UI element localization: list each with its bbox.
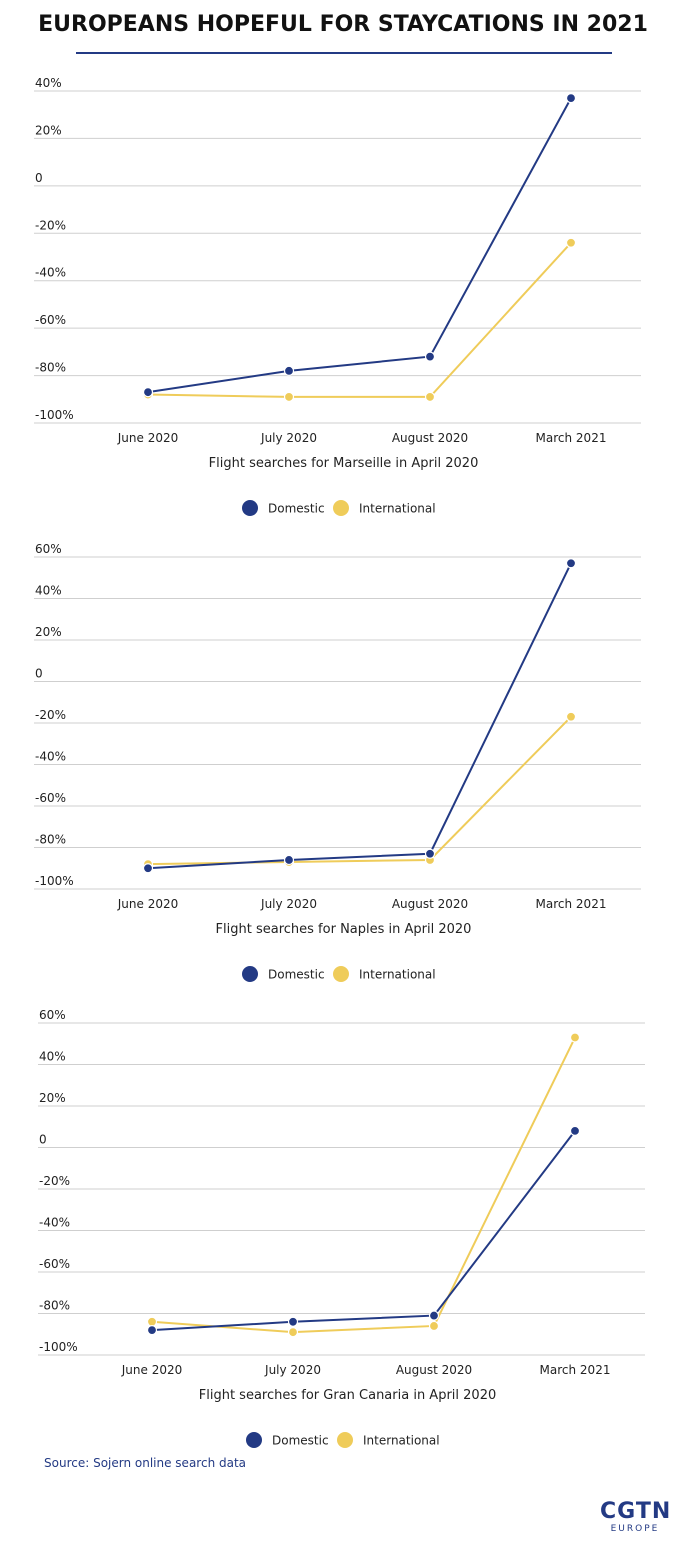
data-point-domestic [565, 558, 577, 569]
x-tick-label: August 2020 [392, 431, 468, 445]
series-line-international [147, 716, 572, 866]
series-line-domestic [147, 562, 572, 870]
data-point-domestic [142, 863, 154, 874]
y-tick-label: -80% [35, 361, 66, 375]
legend-label: Domestic [268, 968, 325, 982]
x-tick-label: March 2021 [536, 431, 607, 445]
series-line-international [151, 1037, 576, 1334]
series-line-domestic [147, 97, 572, 394]
y-tick-label: -60% [39, 1257, 70, 1271]
data-point-international [283, 391, 295, 403]
legend-label: International [363, 1434, 440, 1448]
chart-svg: 40% 20% 0 -20% -40% -60% -80% -100% June 2020 Jul… [34, 76, 641, 516]
data-point-domestic [424, 848, 436, 859]
data-point-international [565, 237, 577, 248]
y-tick-label: -100% [39, 1340, 78, 1354]
data-point-domestic [283, 854, 295, 866]
y-tick-label: -80% [35, 833, 66, 847]
y-tick-label: -40% [35, 266, 66, 280]
y-tick-label: 20% [35, 123, 62, 137]
data-point-international [287, 1327, 299, 1338]
y-tick-label: 60% [35, 542, 62, 556]
y-tick-label: 40% [39, 1050, 66, 1064]
data-point-international [428, 1320, 440, 1332]
x-tick-label: June 2020 [117, 431, 179, 445]
data-point-international [424, 391, 436, 403]
source-note: Source: Sojern online search data [44, 1456, 247, 1470]
chart-naples: 60% 40% 20% 0 -20% -40% -60% -80% -100% June 2020… [0, 528, 700, 988]
x-tick-label: March 2021 [540, 1363, 611, 1377]
legend-marker-international [337, 1432, 353, 1448]
data-point-domestic [424, 351, 436, 362]
cgtn-europe-logo: CGTN EUROPE [600, 1499, 672, 1535]
data-point-domestic [146, 1325, 158, 1336]
y-tick-label: -20% [39, 1174, 70, 1188]
y-tick-label: 0 [35, 667, 43, 681]
logo-main-text: CGTN [600, 1499, 672, 1524]
data-point-international [146, 1316, 158, 1327]
x-tick-label: July 2020 [264, 1363, 321, 1377]
x-axis-label: Flight searches for Naples in April 2020 [216, 922, 472, 937]
y-tick-label: -100% [35, 874, 74, 888]
y-tick-label: -100% [35, 408, 74, 422]
y-tick-label: -80% [39, 1299, 70, 1313]
page-title: EUROPEANS HOPEFUL FOR STAYCATIONS IN 202… [38, 12, 648, 37]
chart-gran-canaria: 60% 40% 20% 0 -20% -40% -60% -80% -100% June 2020… [0, 994, 700, 1454]
legend-label: International [359, 502, 436, 516]
x-tick-label: June 2020 [117, 897, 179, 911]
chart-marseille: 40% 20% 0 -20% -40% -60% -80% -100% June 2020 Jul… [0, 62, 700, 522]
x-tick-label: August 2020 [396, 1363, 472, 1377]
y-tick-label: 40% [35, 584, 62, 598]
x-tick-label: March 2021 [536, 897, 607, 911]
legend-marker-international [333, 966, 349, 982]
chart-svg: 60% 40% 20% 0 -20% -40% -60% -80% -100% June 2020… [34, 542, 641, 982]
series-line-international [147, 242, 572, 398]
data-point-domestic [142, 387, 154, 398]
x-tick-label: July 2020 [260, 897, 317, 911]
series-line-domestic [151, 1130, 576, 1332]
data-point-domestic [283, 365, 295, 376]
title-underline [76, 52, 612, 54]
y-tick-label: -20% [35, 218, 66, 232]
y-tick-label: 20% [35, 625, 62, 639]
y-tick-label: -60% [35, 791, 66, 805]
y-tick-label: -20% [35, 708, 66, 722]
y-tick-label: 0 [35, 171, 43, 185]
legend-marker-domestic [242, 966, 258, 982]
legend-label: Domestic [268, 502, 325, 516]
y-tick-label: -40% [35, 750, 66, 764]
y-tick-label: 0 [39, 1133, 47, 1147]
x-tick-label: July 2020 [260, 431, 317, 445]
data-point-international [565, 711, 577, 722]
y-tick-label: 40% [35, 76, 62, 90]
data-point-domestic [569, 1125, 581, 1136]
data-point-domestic [287, 1316, 299, 1327]
x-axis-label: Flight searches for Marseille in April 2… [209, 456, 479, 471]
y-tick-label: 20% [39, 1091, 66, 1105]
legend-label: International [359, 968, 436, 982]
data-point-international [569, 1032, 581, 1043]
x-tick-label: June 2020 [121, 1363, 183, 1377]
x-axis-label: Flight searches for Gran Canaria in Apri… [199, 1388, 497, 1403]
x-tick-label: August 2020 [392, 897, 468, 911]
y-tick-label: -60% [35, 313, 66, 327]
legend-marker-domestic [246, 1432, 262, 1448]
y-tick-label: 60% [39, 1008, 66, 1022]
y-tick-label: -40% [39, 1216, 70, 1230]
legend-marker-international [333, 500, 349, 516]
data-point-domestic [428, 1310, 440, 1321]
chart-svg: 60% 40% 20% 0 -20% -40% -60% -80% -100% June 2020… [38, 1008, 645, 1448]
data-point-domestic [565, 93, 577, 104]
legend-marker-domestic [242, 500, 258, 516]
logo-sub-text: EUROPE [610, 1524, 660, 1534]
legend-label: Domestic [272, 1434, 329, 1448]
